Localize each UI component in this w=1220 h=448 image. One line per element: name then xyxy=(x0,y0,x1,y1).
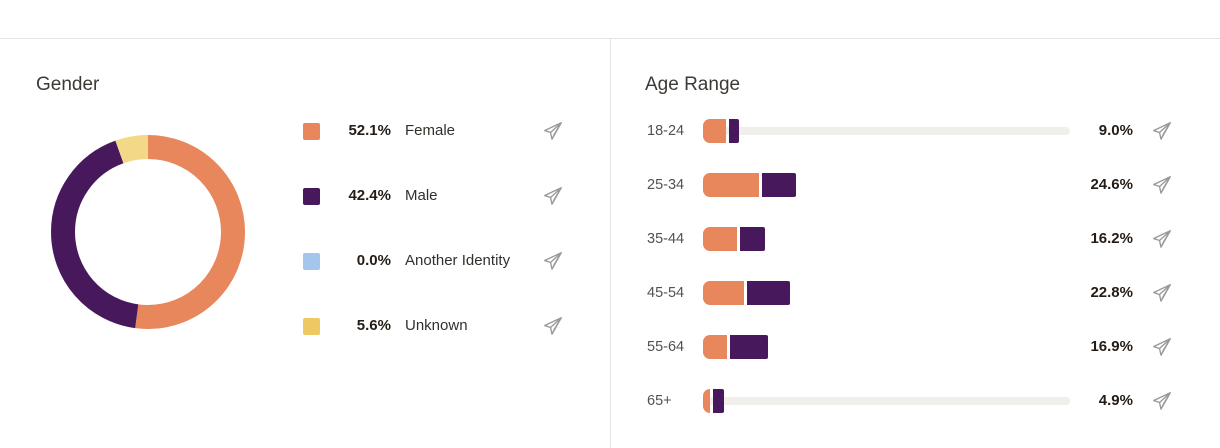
male-label: Male xyxy=(405,187,438,204)
unknown-label: Unknown xyxy=(405,317,468,334)
age-bar xyxy=(703,224,1070,254)
age-percent: 24.6% xyxy=(1090,176,1133,193)
female-percent: 52.1% xyxy=(348,122,391,139)
send-icon[interactable] xyxy=(541,314,565,338)
age-label: 18-24 xyxy=(647,123,685,139)
age-percent: 22.8% xyxy=(1090,284,1133,301)
bar-track xyxy=(703,397,1070,405)
age-label: 55-64 xyxy=(647,339,685,355)
age-bar xyxy=(703,386,1070,416)
age-range-panel-title: Age Range xyxy=(645,74,741,95)
female-label: Female xyxy=(405,122,456,139)
male-segment xyxy=(762,173,797,197)
male-percent: 42.4% xyxy=(348,187,391,204)
send-icon[interactable] xyxy=(1150,335,1174,359)
legend-row-female: 52.1% Female xyxy=(303,116,583,146)
age-row-18-24: 18-24 9.0% xyxy=(647,116,1180,146)
bar-track xyxy=(703,127,1070,135)
age-bar xyxy=(703,116,1070,146)
age-row-55-64: 55-64 16.9% xyxy=(647,332,1180,362)
female-segment xyxy=(703,119,727,143)
male-swatch xyxy=(303,188,320,205)
send-icon[interactable] xyxy=(1150,173,1174,197)
male-segment xyxy=(712,389,724,413)
female-segment xyxy=(703,173,760,197)
age-label: 65+ xyxy=(647,393,672,409)
legend-row-unknown: 5.6% Unknown xyxy=(303,311,583,341)
male-segment xyxy=(730,335,769,359)
age-label: 35-44 xyxy=(647,231,685,247)
age-percent: 16.9% xyxy=(1090,338,1133,355)
age-percent: 9.0% xyxy=(1098,122,1133,139)
unknown-swatch xyxy=(303,318,320,335)
send-icon[interactable] xyxy=(1150,227,1174,251)
send-icon[interactable] xyxy=(1150,119,1174,143)
age-row-45-54: 45-54 22.8% xyxy=(647,278,1180,308)
male-segment xyxy=(729,119,740,143)
male-segment xyxy=(740,227,766,251)
female-segment xyxy=(703,227,738,251)
legend-row-another-identity: 0.0% Another Identity xyxy=(303,246,583,276)
gender-donut-chart xyxy=(51,135,245,329)
male-segment xyxy=(747,281,790,305)
send-icon[interactable] xyxy=(1150,281,1174,305)
send-icon[interactable] xyxy=(541,184,565,208)
legend-row-male: 42.4% Male xyxy=(303,181,583,211)
another-identity-label: Another Identity xyxy=(405,252,511,269)
age-bar xyxy=(703,170,1070,200)
send-icon[interactable] xyxy=(541,249,565,273)
age-label: 25-34 xyxy=(647,177,685,193)
send-icon[interactable] xyxy=(1150,389,1174,413)
female-segment xyxy=(703,389,710,413)
female-swatch xyxy=(303,123,320,140)
age-percent: 16.2% xyxy=(1090,230,1133,247)
age-row-25-34: 25-34 24.6% xyxy=(647,170,1180,200)
unknown-percent: 5.6% xyxy=(356,317,391,334)
age-row-35-44: 35-44 16.2% xyxy=(647,224,1180,254)
age-label: 45-54 xyxy=(647,285,685,301)
gender-panel-title: Gender xyxy=(36,74,100,95)
age-bar xyxy=(703,332,1070,362)
send-icon[interactable] xyxy=(541,119,565,143)
another-identity-percent: 0.0% xyxy=(356,252,391,269)
another-identity-swatch xyxy=(303,253,320,270)
age-row-65-plus: 65+ 4.9% xyxy=(647,386,1180,416)
age-bar xyxy=(703,278,1070,308)
female-segment xyxy=(703,335,728,359)
female-segment xyxy=(703,281,745,305)
panel-divider xyxy=(610,38,611,448)
age-percent: 4.9% xyxy=(1098,392,1133,409)
